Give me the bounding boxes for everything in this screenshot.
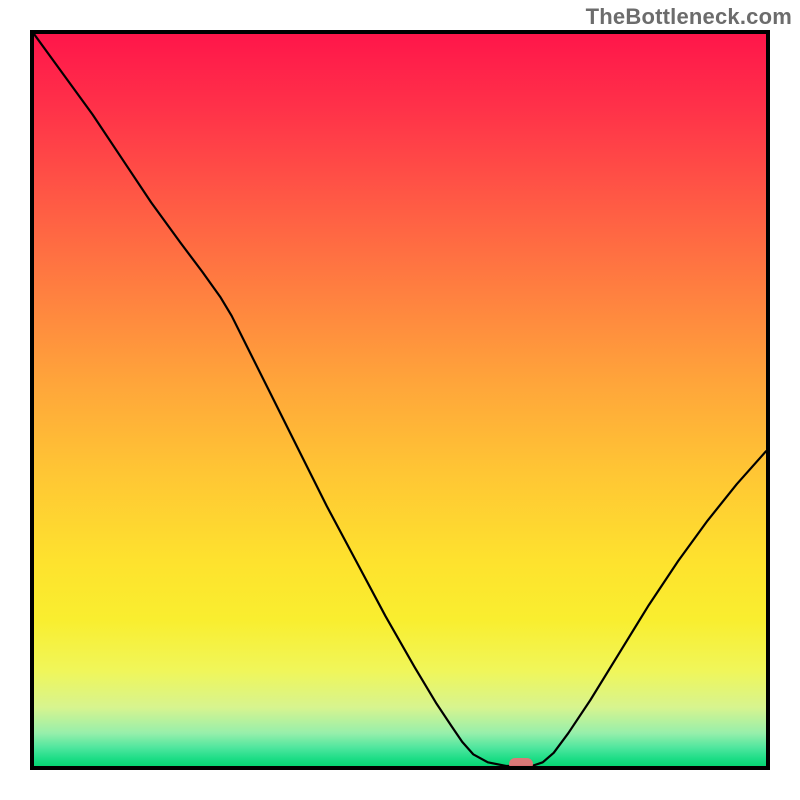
optimal-marker [509, 758, 533, 766]
plot-area [34, 34, 766, 766]
plot-frame [30, 30, 770, 770]
watermark-text: TheBottleneck.com [586, 4, 792, 30]
curve-layer [34, 34, 766, 766]
bottleneck-curve [34, 34, 766, 766]
